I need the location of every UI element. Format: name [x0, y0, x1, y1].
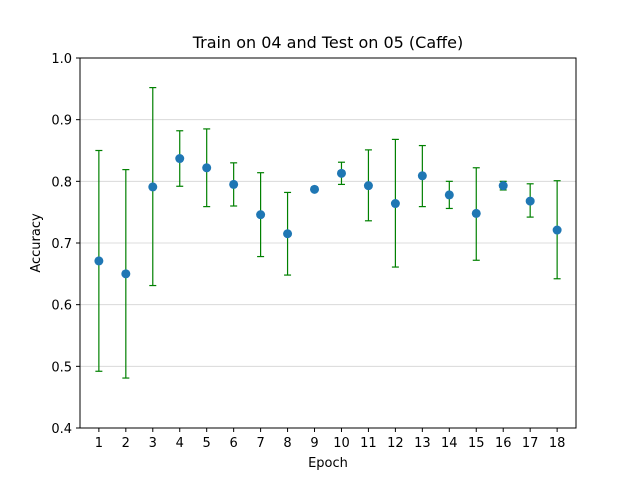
x-tick-label: 3 [149, 436, 157, 451]
chart-title: Train on 04 and Test on 05 (Caffe) [192, 33, 464, 52]
x-tick-label: 17 [522, 436, 539, 451]
x-tick-label: 11 [360, 436, 377, 451]
data-points [94, 154, 562, 279]
data-point [390, 199, 400, 209]
x-tick-label: 18 [549, 436, 566, 451]
y-tick-label: 0.9 [51, 114, 72, 129]
data-point [94, 256, 104, 266]
data-point [202, 163, 212, 173]
data-point [525, 196, 535, 206]
x-tick-label: 14 [441, 436, 458, 451]
x-axis-label: Epoch [308, 456, 348, 471]
x-tick-label: 4 [176, 436, 184, 451]
y-axis-ticks: 0.4 0.5 0.6 0.7 0.8 0.9 1.0 [51, 52, 80, 437]
error-bars [95, 86, 561, 379]
x-tick-label: 2 [122, 436, 130, 451]
x-tick-label: 7 [256, 436, 264, 451]
data-point [336, 168, 346, 178]
data-point [417, 171, 427, 181]
data-point [229, 179, 239, 189]
x-tick-label: 10 [333, 436, 350, 451]
data-point [310, 184, 320, 194]
x-tick-label: 12 [387, 436, 404, 451]
y-tick-label: 0.5 [51, 360, 72, 375]
x-tick-label: 6 [230, 436, 238, 451]
x-tick-label: 16 [495, 436, 512, 451]
data-point [444, 190, 454, 200]
data-point [175, 154, 185, 164]
x-tick-label: 8 [283, 436, 291, 451]
data-point [498, 181, 508, 191]
data-point [471, 208, 481, 218]
x-tick-label: 1 [95, 436, 103, 451]
x-tick-label: 5 [203, 436, 211, 451]
data-point [148, 182, 158, 192]
x-axis-ticks: 1 2 3 4 5 6 7 8 9 10 11 12 13 14 15 16 17 18 [95, 428, 566, 451]
data-point [552, 225, 562, 235]
data-point [256, 210, 266, 220]
y-tick-label: 0.7 [51, 237, 72, 252]
y-axis-label: Accuracy [29, 213, 44, 273]
data-point [121, 269, 131, 279]
data-point [283, 229, 293, 239]
y-tick-label: 0.4 [51, 422, 72, 437]
x-tick-label: 9 [310, 436, 318, 451]
x-tick-label: 15 [468, 436, 485, 451]
y-tick-label: 0.8 [51, 175, 72, 190]
grid [80, 119, 576, 367]
data-point [363, 181, 373, 191]
x-tick-label: 13 [414, 436, 431, 451]
y-tick-label: 0.6 [51, 299, 72, 314]
y-tick-label: 1.0 [51, 52, 72, 67]
